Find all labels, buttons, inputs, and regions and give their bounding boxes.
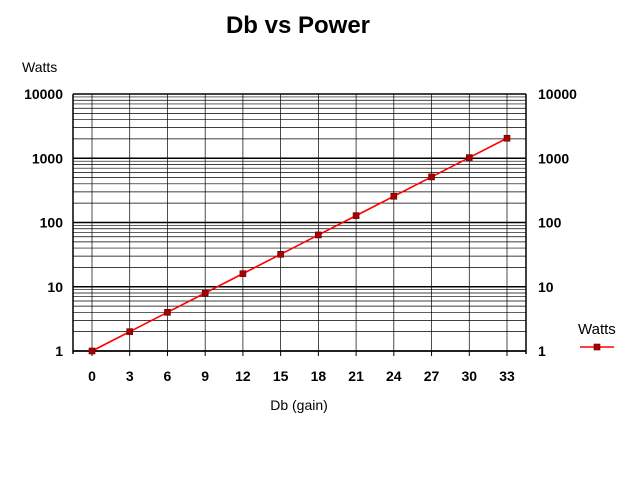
x-tick-label: 12 bbox=[235, 368, 251, 384]
data-point bbox=[126, 328, 134, 335]
data-point bbox=[239, 270, 247, 277]
y-tick-label-right: 1000 bbox=[538, 150, 569, 166]
axes bbox=[72, 94, 527, 356]
y-tick-label-left: 100 bbox=[40, 215, 64, 231]
y-ticks-right: 1 10 100 1000 10000 bbox=[538, 86, 577, 359]
x-tick-label: 15 bbox=[273, 368, 289, 384]
y-tick-label-left: 10 bbox=[47, 279, 63, 295]
x-tick-label: 9 bbox=[201, 368, 209, 384]
y-tick-label-right: 10 bbox=[538, 279, 554, 295]
data-point bbox=[315, 231, 322, 239]
y-axis-title: Watts bbox=[22, 59, 57, 75]
chart-title: Db vs Power bbox=[226, 12, 370, 39]
data-point bbox=[428, 173, 435, 181]
x-tick-label: 3 bbox=[126, 368, 134, 384]
grid bbox=[73, 93, 526, 352]
y-tick-label-left: 1 bbox=[55, 343, 63, 359]
x-tick-label: 27 bbox=[424, 368, 440, 384]
y-tick-label-right: 100 bbox=[538, 215, 562, 231]
data-point bbox=[201, 289, 209, 297]
x-axis-title: Db (gain) bbox=[270, 397, 328, 413]
x-tick-label: 0 bbox=[88, 368, 96, 384]
data-point bbox=[352, 212, 360, 219]
y-tick-label-left: 1000 bbox=[32, 150, 63, 166]
x-tick-label: 33 bbox=[499, 368, 515, 384]
legend-marker bbox=[593, 343, 601, 351]
y-tick-label-right: 10000 bbox=[538, 86, 577, 102]
series-watts bbox=[88, 134, 511, 355]
legend: Watts bbox=[578, 321, 616, 351]
y-tick-label-right: 1 bbox=[538, 343, 546, 359]
x-tick-label: 6 bbox=[164, 368, 172, 384]
data-point bbox=[390, 192, 398, 200]
data-point bbox=[277, 250, 284, 258]
series-line bbox=[91, 137, 508, 352]
x-ticks: 0 3 6 9 12 15 18 21 24 27 30 33 bbox=[88, 368, 515, 384]
x-tick-label: 30 bbox=[461, 368, 477, 384]
data-point bbox=[88, 347, 96, 355]
data-point bbox=[465, 154, 473, 161]
y-ticks-left: 1 10 100 1000 10000 bbox=[24, 86, 63, 359]
x-tick-label: 18 bbox=[311, 368, 327, 384]
legend-label: Watts bbox=[578, 321, 616, 338]
x-tick-label: 24 bbox=[386, 368, 402, 384]
data-point bbox=[503, 134, 511, 142]
data-point bbox=[164, 309, 171, 316]
x-tick-label: 21 bbox=[348, 368, 364, 384]
y-tick-label-left: 10000 bbox=[24, 86, 63, 102]
